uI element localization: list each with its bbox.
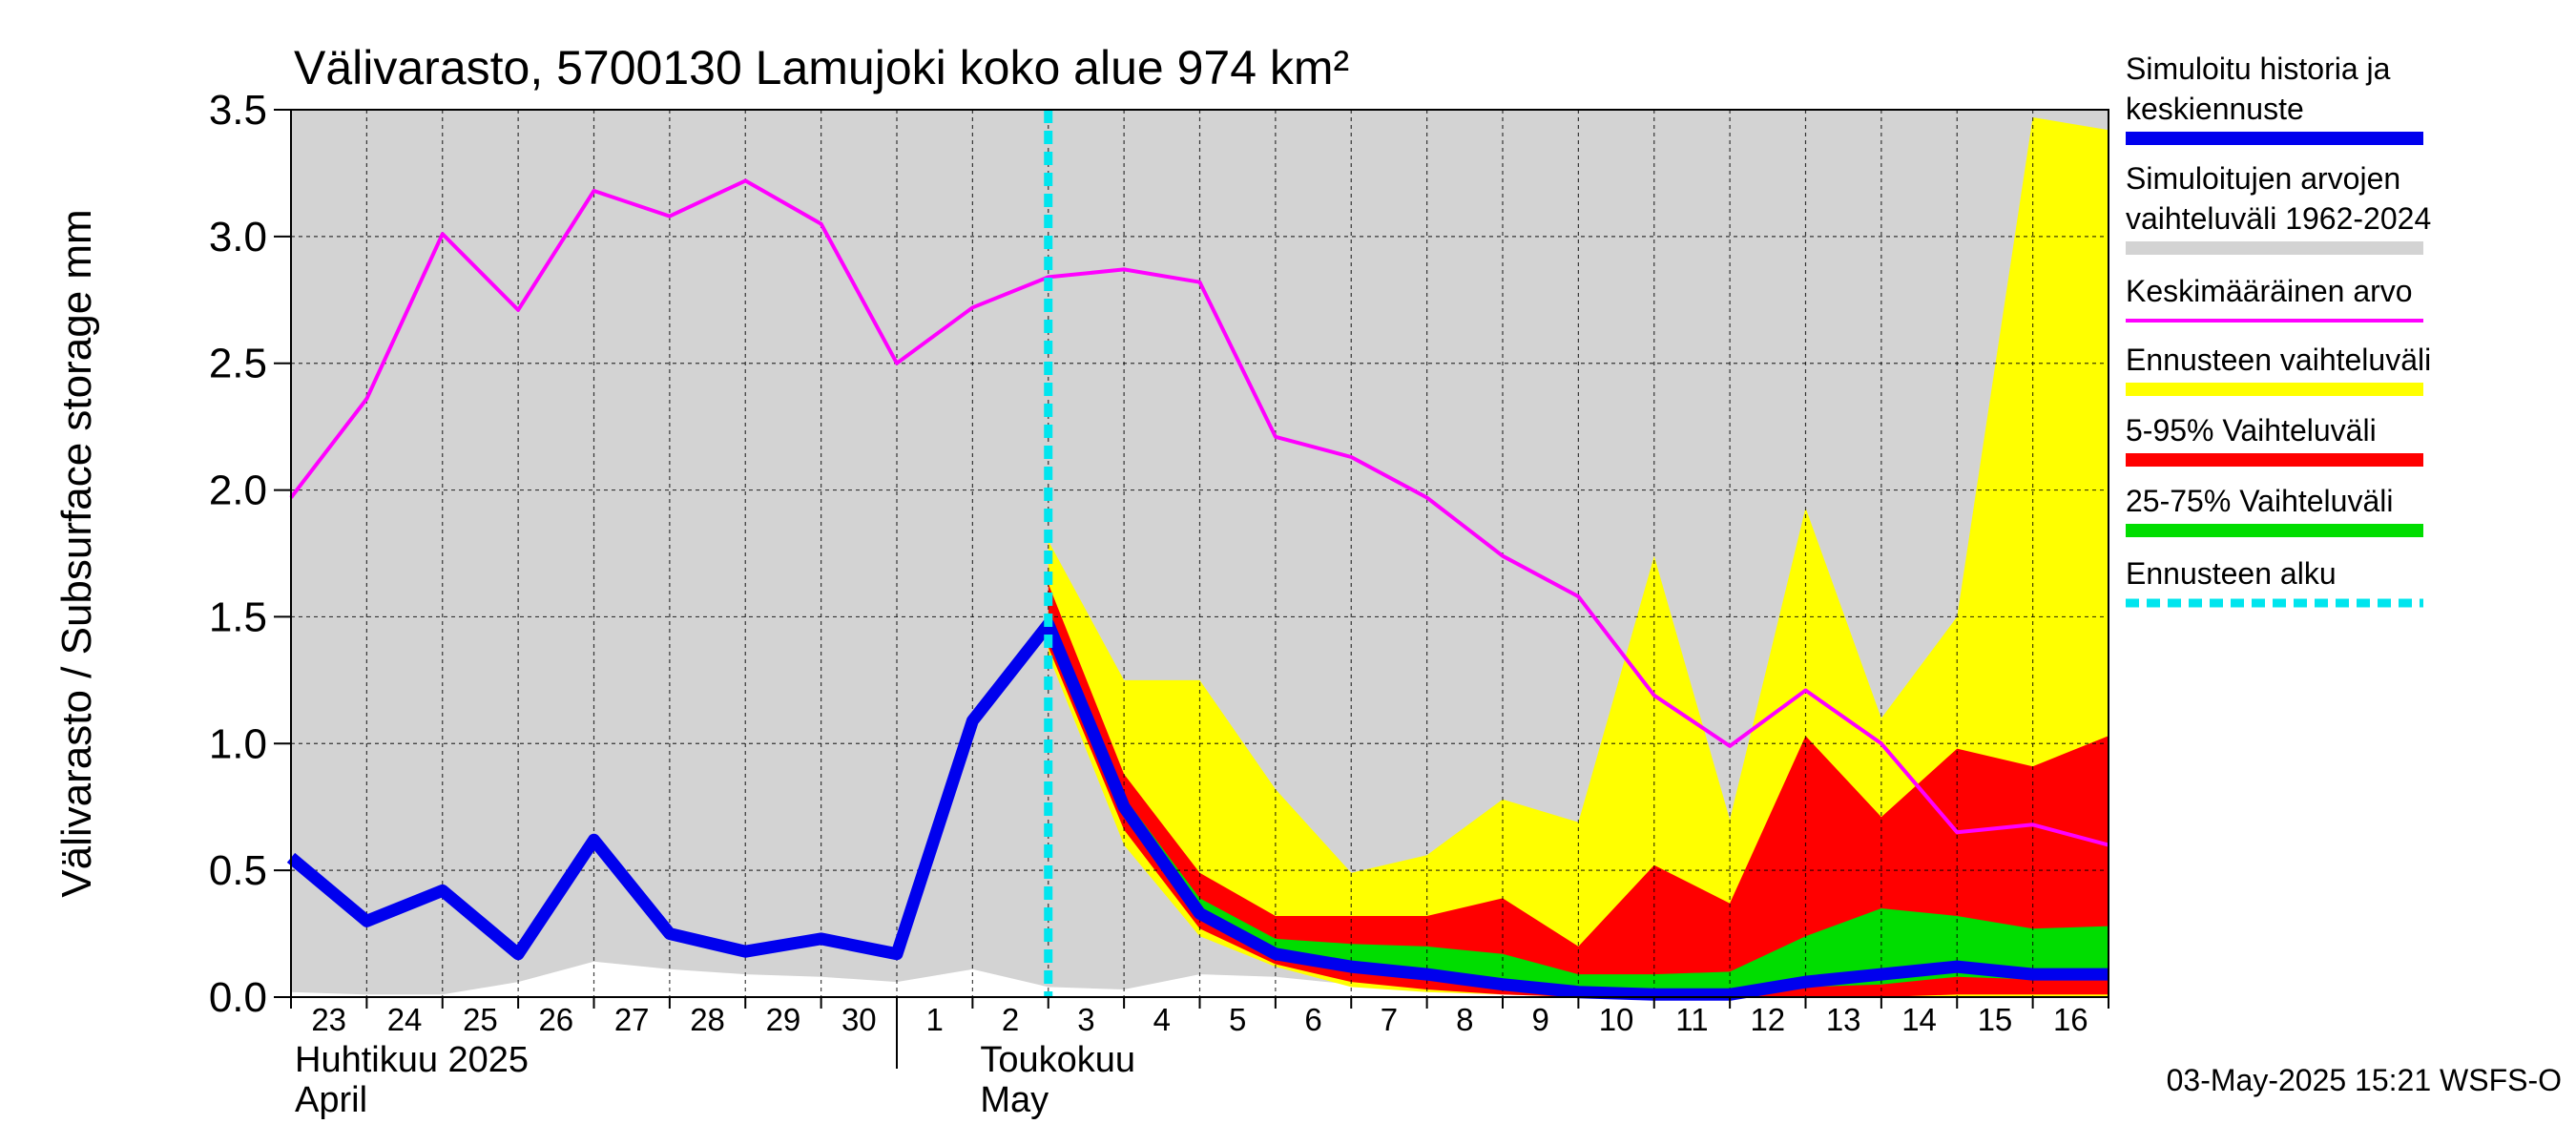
legend-item-ennusteen-vaihteluv-li: Ennusteen vaihteluväli [2126,343,2431,396]
x-tick-label: 25 [463,1002,498,1037]
x-tick-label: 9 [1532,1002,1549,1037]
x-tick-label: 10 [1599,1002,1634,1037]
month-label: Toukokuu [980,1040,1135,1080]
x-tick-label: 14 [1901,1002,1937,1037]
x-tick-label: 3 [1077,1002,1094,1037]
series-line-simuloitu-historia-ja-keskiennuste [286,617,2109,1001]
x-tick-label: 4 [1153,1002,1171,1037]
x-tick-label: 24 [387,1002,423,1037]
y-tick-label: 0.0 [209,974,267,1021]
legend-item-ennusteen-alku: Ennusteen alku [2126,556,2423,608]
legend-item-keskim-r-inen-arvo: Keskimääräinen arvo [2126,274,2423,323]
legend: Simuloitu historia jakeskiennusteSimuloi… [2126,52,2431,608]
y-tick-label: 1.5 [209,593,267,640]
legend-label: vaihteluväli 1962-2024 [2126,201,2431,236]
month-label-en: April [295,1080,367,1120]
series-line-keskim-r-inen-arvo [289,178,2109,847]
x-tick-label: 5 [1229,1002,1246,1037]
month-label-en: May [980,1080,1049,1120]
band-25-75-vaihteluv-li [1048,612,2109,992]
y-tick-label: 1.0 [209,720,267,767]
legend-label: Ennusteen alku [2126,556,2337,591]
x-tick-label: 26 [538,1002,573,1037]
legend-label: Ennusteen vaihteluväli [2126,343,2431,377]
legend-item-25-75-vaihteluv-li: 25-75% Vaihteluväli [2126,484,2423,537]
legend-label: Simuloitu historia ja [2126,52,2391,86]
x-tick-label: 1 [926,1002,944,1037]
x-tick-label: 8 [1456,1002,1473,1037]
legend-label: Keskimääräinen arvo [2126,274,2413,308]
y-tick-label: 2.5 [209,341,267,387]
legend-item-simuloitu-historia-ja-keskiennuste: Simuloitu historia ja keskiennuste [2126,52,2423,145]
x-tick-label: 29 [766,1002,801,1037]
x-tick-label: 6 [1304,1002,1321,1037]
x-tick-label: 11 [1675,1002,1708,1037]
y-tick-label: 2.0 [209,468,267,514]
y-tick-label: 3.5 [209,87,267,134]
x-tick-label: 30 [841,1002,877,1037]
chart-title: Välivarasto, 5700130 Lamujoki koko alue … [294,41,1349,94]
legend-label: 25-75% Vaihteluväli [2126,484,2393,518]
legend-item-simuloitujen-arvojen-vaihteluv-li-1962-2024: Simuloitujen arvojen vaihteluväli 1962-20… [2126,161,2431,255]
y-tick-label: 0.5 [209,847,267,894]
legend-label: Simuloitujen arvojen [2126,161,2400,196]
y-axis-label: Välivarasto / Subsurface storage mm [53,209,100,897]
plot-area [286,110,2109,1001]
month-label: Huhtikuu 2025 [295,1040,529,1080]
x-tick-label: 27 [614,1002,650,1037]
legend-label: 5-95% Vaihteluväli [2126,413,2377,448]
axes: 0.00.51.01.52.02.53.03.523 24 25 26 27 28 29 30… [209,87,2109,1120]
legend-label: keskiennuste [2126,92,2304,126]
x-tick-label: 23 [311,1002,346,1037]
x-tick-label: 2 [1002,1002,1019,1037]
x-tick-label: 28 [690,1002,725,1037]
band-5-95-vaihteluv-li [1048,583,2109,997]
x-tick-label: 7 [1381,1002,1398,1037]
x-tick-label: 13 [1826,1002,1861,1037]
y-tick-label: 3.0 [209,214,267,260]
x-tick-label: 12 [1750,1002,1785,1037]
x-tick-label: 15 [1978,1002,2013,1037]
x-tick-label: 16 [2053,1002,2088,1037]
legend-item-5-95-vaihteluv-li: 5-95% Vaihteluväli [2126,413,2423,467]
timestamp: 03-May-2025 15:21 WSFS-O [2167,1063,2562,1097]
